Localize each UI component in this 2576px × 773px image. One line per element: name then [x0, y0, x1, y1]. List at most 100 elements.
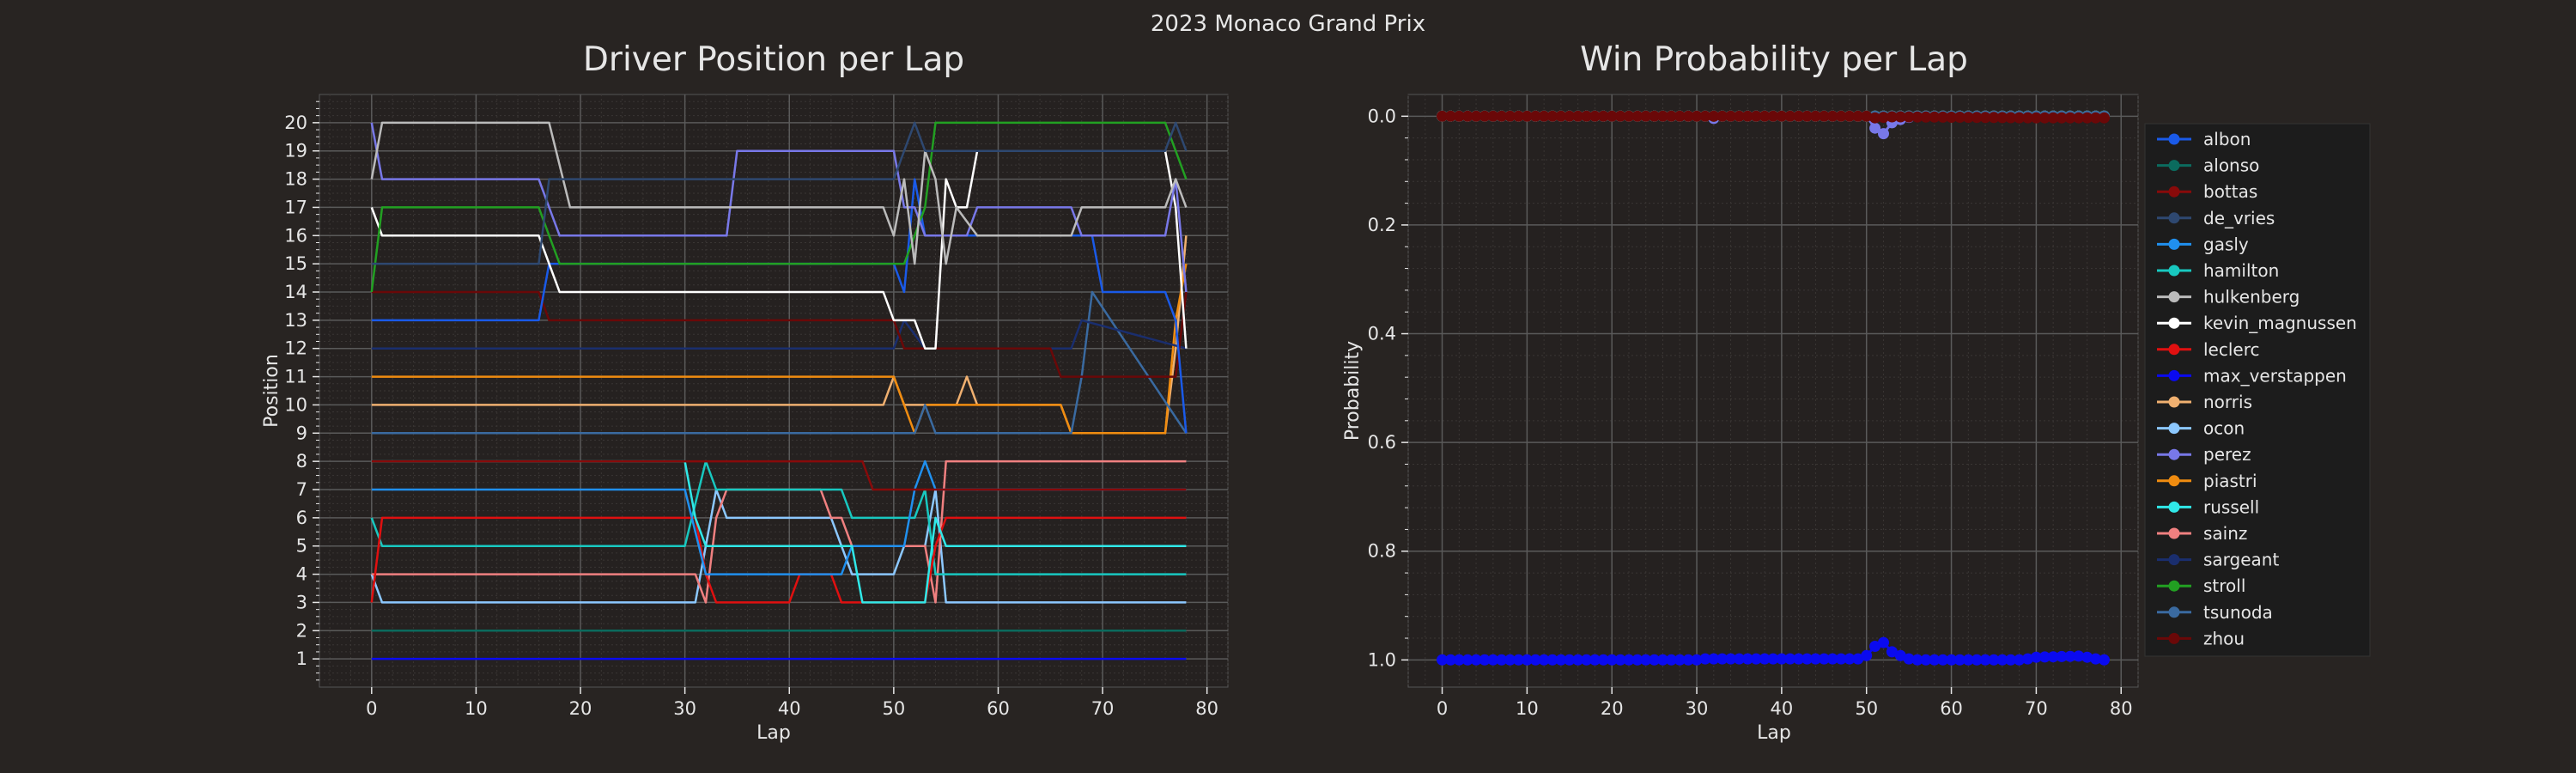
legend-label: albon: [2203, 129, 2251, 149]
data-point: [1767, 653, 1779, 665]
tick-label-y: 1.0: [1368, 649, 1396, 670]
data-point: [1929, 111, 1941, 123]
data-point: [1564, 654, 1576, 666]
data-point: [1946, 112, 1958, 123]
data-point: [1444, 110, 1456, 122]
data-point: [1793, 110, 1805, 122]
position-chart-title: Driver Position per Lap: [583, 40, 964, 79]
legend-label: piastri: [2203, 471, 2257, 491]
tick-label-x: 10: [1516, 698, 1539, 719]
tick-label-x: 50: [1855, 698, 1878, 719]
series-line-stroll: [370, 121, 1188, 293]
figure-suptitle: 2023 Monaco Grand Prix: [1151, 11, 1425, 37]
series-line-perez: [370, 122, 1188, 293]
data-point: [2081, 112, 2093, 124]
legend-label: kevin_magnussen: [2203, 313, 2357, 333]
data-point: [2064, 650, 2076, 662]
legend-marker: [2168, 527, 2180, 539]
data-point: [1589, 110, 1601, 122]
data-point: [1920, 111, 1932, 123]
series-line-hamilton: [370, 460, 1187, 575]
data-point: [1784, 110, 1796, 122]
data-point: [2047, 651, 2059, 663]
data-point: [1920, 654, 1932, 666]
data-point: [1734, 653, 1745, 665]
probability-ylabel: Probability: [1342, 341, 1364, 441]
data-point: [1581, 654, 1593, 666]
tick-label-y: 0.8: [1368, 541, 1396, 562]
legend-label: tsunoda: [2203, 602, 2273, 623]
data-point: [1708, 653, 1720, 665]
data-point: [1809, 110, 1821, 122]
legend-marker: [2168, 212, 2180, 224]
tick-label-y: 16: [284, 225, 307, 246]
data-point: [1444, 654, 1456, 666]
tick-label-x: 60: [987, 698, 1010, 719]
data-point: [1835, 653, 1847, 665]
data-point: [1631, 654, 1643, 666]
legend-item-perez: perez: [2157, 444, 2251, 465]
data-point: [2056, 650, 2068, 662]
data-point: [1759, 653, 1771, 665]
data-point: [1699, 653, 1711, 665]
data-point: [1979, 112, 1991, 124]
legend-item-kevin_magnussen: kevin_magnussen: [2157, 313, 2357, 333]
data-point: [1878, 112, 1889, 124]
legend-marker: [2168, 344, 2180, 356]
legend-label: alonso: [2203, 155, 2259, 176]
data-point: [2064, 112, 2076, 124]
data-point: [1597, 110, 1609, 122]
tick-label-y: 19: [284, 141, 307, 161]
data-point: [1461, 110, 1473, 122]
data-point: [1665, 110, 1677, 122]
tick-label-y: 14: [284, 282, 307, 302]
data-point: [1894, 111, 1906, 123]
tick-label-y: 0.0: [1368, 106, 1396, 126]
data-point: [1767, 110, 1779, 122]
legend-label: stroll: [2203, 575, 2245, 596]
tick-label-x: 70: [2025, 698, 2048, 719]
data-point: [1606, 654, 1618, 666]
tick-label-y: 20: [284, 113, 307, 133]
legend-item-albon: albon: [2157, 129, 2251, 149]
data-point: [1504, 654, 1516, 666]
data-point: [1521, 110, 1533, 122]
tick-label-y: 2: [296, 620, 307, 641]
data-point: [1835, 110, 1847, 122]
data-point: [1538, 110, 1550, 122]
probability-series: [1437, 110, 2110, 666]
position-chart: Driver Position per Lap Lap Position 0 10…: [261, 40, 1229, 744]
data-point: [1996, 112, 2008, 124]
data-point: [2014, 112, 2026, 124]
data-point: [1844, 653, 1856, 665]
tick-label-x: 40: [1771, 698, 1794, 719]
data-point: [1801, 110, 1813, 122]
data-point: [1437, 110, 1448, 122]
tick-label-y: 11: [284, 367, 307, 387]
data-point: [1809, 653, 1821, 665]
data-point: [1597, 654, 1609, 666]
data-point: [1878, 636, 1889, 648]
legend-label: hulkenberg: [2203, 287, 2300, 307]
probability-chart: Win Probability per Lap Lap Probability …: [1342, 40, 2139, 744]
legend-marker: [2168, 291, 2180, 303]
data-point: [1826, 653, 1838, 665]
data-point: [1699, 110, 1711, 122]
series-line-tsunoda: [371, 290, 1188, 435]
data-point: [1776, 653, 1788, 665]
legend-item-norris: norris: [2157, 392, 2252, 412]
legend-item-gasly: gasly: [2157, 234, 2249, 254]
data-point: [2038, 651, 2050, 663]
tick-label-x: 10: [465, 698, 488, 719]
legend-marker: [2168, 501, 2180, 513]
position-series: [370, 121, 1188, 660]
tick-label-y: 0.2: [1368, 215, 1396, 235]
legend-marker: [2168, 265, 2180, 277]
data-point: [1649, 110, 1661, 122]
data-point: [2014, 654, 2026, 666]
data-point: [1801, 653, 1813, 665]
data-point: [1971, 654, 1983, 666]
position-plot-area: [319, 94, 1229, 688]
data-point: [1759, 110, 1771, 122]
tick-label-y: 4: [296, 564, 307, 585]
